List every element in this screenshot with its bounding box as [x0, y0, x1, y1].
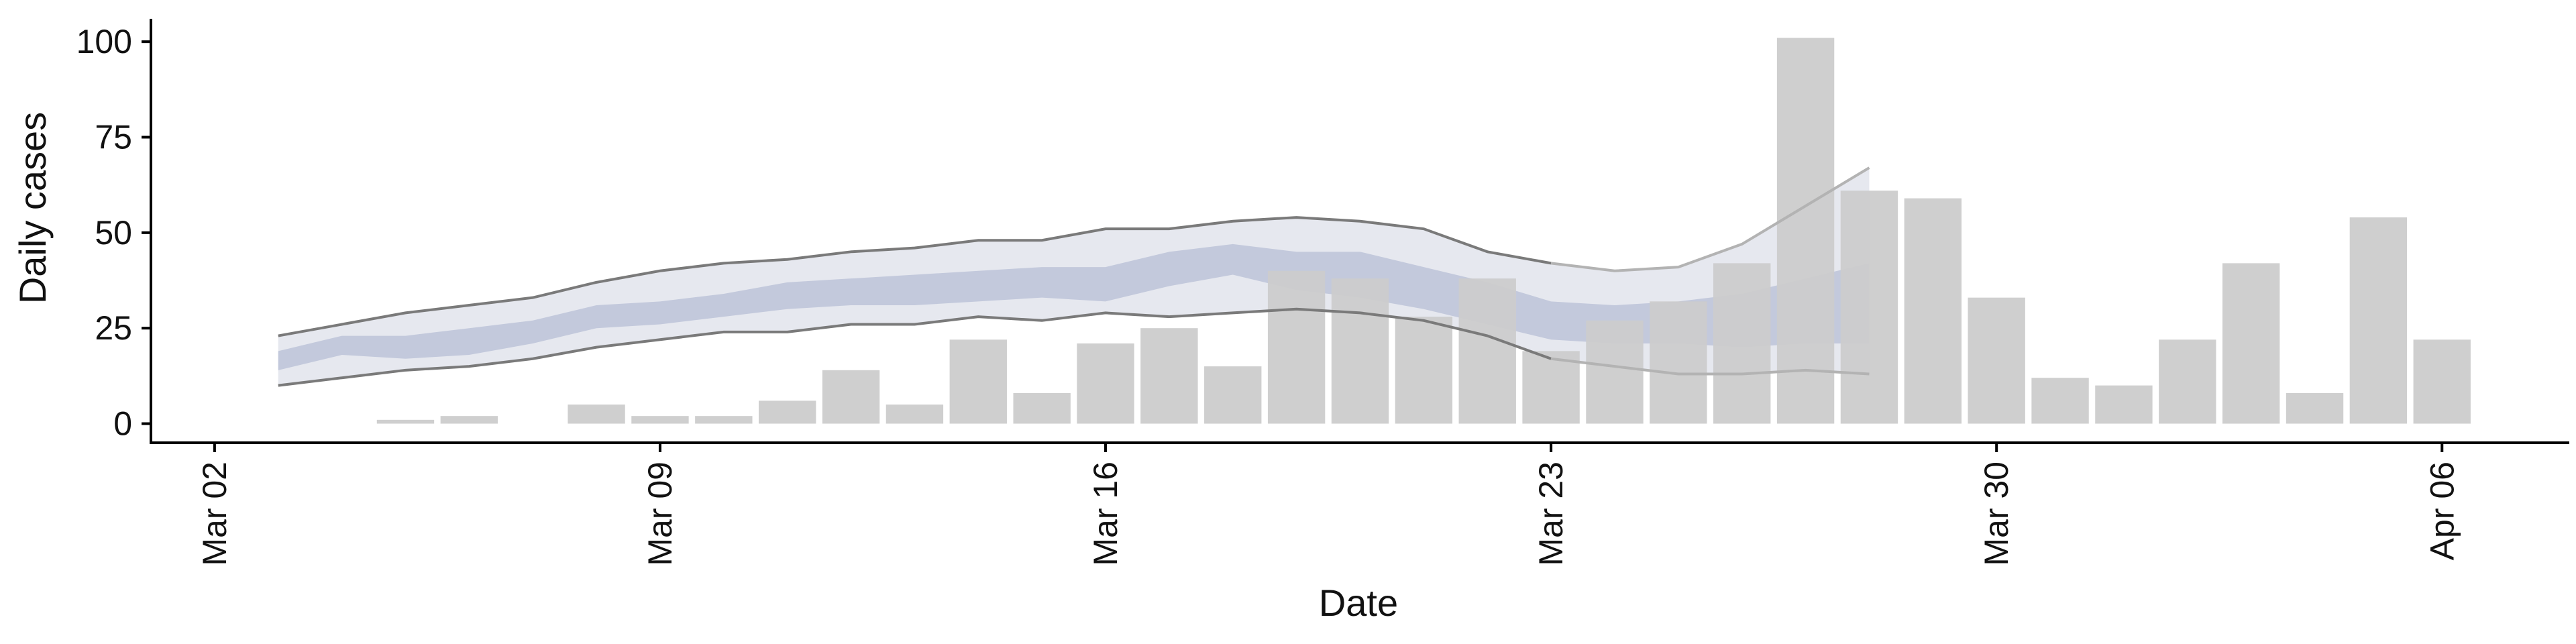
bar-2020-03-30 — [1968, 297, 2025, 424]
bar-2020-03-17 — [1140, 328, 1198, 424]
bar-2020-03-27 — [1776, 38, 1835, 424]
bar-2020-03-12 — [822, 370, 880, 424]
bar-2020-04-04 — [2286, 392, 2344, 424]
bar-2020-03-05 — [376, 419, 435, 424]
bar-2020-03-14 — [949, 339, 1007, 424]
bar-2020-03-28 — [1840, 191, 1898, 424]
bar-2020-04-05 — [2349, 217, 2408, 424]
x-axis-title: Date — [1319, 582, 1398, 624]
y-tick-label: 25 — [95, 309, 132, 347]
y-axis-title: Daily cases — [11, 112, 54, 304]
bar-2020-03-20 — [1331, 278, 1389, 424]
bar-2020-03-08 — [568, 405, 625, 424]
bar-2020-03-10 — [695, 416, 753, 424]
upper-bound-line — [278, 216, 1552, 337]
lower-bound-nowcast-line — [1550, 357, 1870, 376]
x-tick-label: Mar 02 — [196, 462, 233, 566]
upper-bound-nowcast-line — [1550, 166, 1870, 272]
bar-2020-03-18 — [1204, 366, 1262, 424]
band-50-interval — [278, 244, 1870, 370]
bar-2020-03-19 — [1267, 270, 1326, 424]
x-axis-ticks: Mar 02 Mar 09 Mar 16 Mar 23 Mar 30 Apr 06 — [196, 443, 2461, 566]
x-tick-label: Mar 16 — [1087, 462, 1124, 566]
bar-2020-03-23 — [1522, 351, 1580, 424]
bar-2020-03-24 — [1586, 320, 1644, 424]
bar-2020-04-01 — [2095, 385, 2153, 424]
lower-bound-line — [278, 307, 1552, 387]
bar-2020-03-31 — [2031, 378, 2089, 424]
bar-2020-04-03 — [2222, 263, 2280, 424]
bar-2020-03-26 — [1713, 263, 1771, 424]
bar-2020-03-21 — [1395, 317, 1453, 424]
bar-2020-03-22 — [1458, 278, 1516, 424]
estimate-lines — [278, 166, 1870, 387]
bar-2020-03-09 — [631, 416, 689, 424]
y-tick-label: 100 — [76, 23, 132, 60]
bar-2020-03-06 — [440, 416, 498, 424]
bar-2020-04-06 — [2413, 339, 2471, 424]
y-axis-ticks: 0 25 50 75 100 — [76, 23, 151, 443]
bar-2020-03-11 — [758, 400, 816, 424]
x-tick-label: Apr 06 — [2423, 462, 2461, 560]
y-tick-label: 50 — [95, 214, 132, 252]
bar-2020-03-25 — [1650, 301, 1707, 424]
bar-2020-03-15 — [1013, 392, 1071, 424]
bar-2020-03-29 — [1904, 198, 1962, 424]
y-tick-label: 75 — [95, 119, 132, 156]
bar-2020-04-02 — [2159, 339, 2216, 424]
x-tick-label: Mar 23 — [1532, 462, 1570, 566]
case-bars — [376, 38, 2471, 424]
bar-2020-03-16 — [1077, 343, 1134, 424]
x-tick-label: Mar 30 — [1978, 462, 2015, 566]
x-tick-label: Mar 09 — [641, 462, 679, 566]
y-tick-label: 0 — [113, 405, 132, 443]
bar-2020-03-13 — [885, 405, 944, 424]
